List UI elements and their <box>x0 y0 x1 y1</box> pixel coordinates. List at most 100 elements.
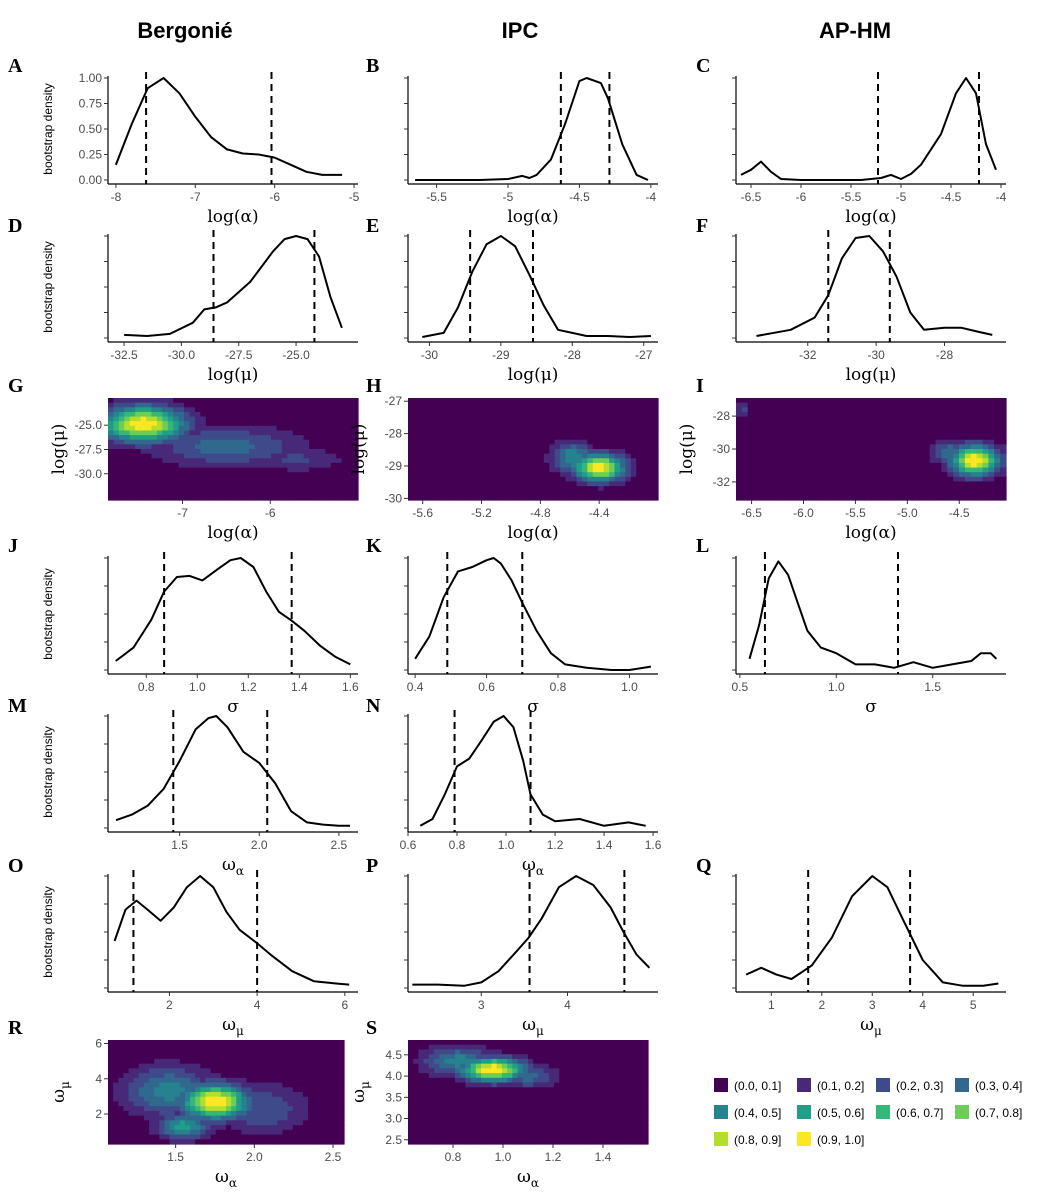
density-cell <box>449 1068 456 1074</box>
density-cell <box>138 1101 145 1107</box>
density-cell <box>543 476 550 483</box>
density-cell <box>865 486 872 492</box>
density-cell <box>272 1044 278 1051</box>
density-cell <box>118 402 125 408</box>
density-cell <box>200 407 207 413</box>
density-cell <box>236 1040 242 1046</box>
density-cell <box>323 1049 330 1055</box>
density-cell <box>652 430 659 436</box>
density-cell <box>194 435 201 441</box>
density-cell <box>812 402 819 408</box>
density-cell <box>220 1092 227 1098</box>
density-cell <box>318 1110 325 1117</box>
density-cell <box>759 439 766 445</box>
density-cell <box>246 1092 253 1098</box>
density-cell <box>876 495 884 501</box>
density-cell <box>151 430 158 436</box>
density-cell <box>135 430 142 436</box>
density-cell <box>108 1120 114 1126</box>
density-cell <box>947 481 954 487</box>
density-cell <box>806 462 813 469</box>
density-cell <box>292 1058 299 1065</box>
density-cell <box>741 398 749 404</box>
density-cell <box>164 1082 171 1088</box>
density-cell <box>113 472 120 478</box>
density-cell <box>226 1120 232 1126</box>
density-cell <box>318 1120 325 1126</box>
density-cell <box>200 398 207 404</box>
density-cell <box>434 1040 440 1046</box>
density-cell <box>236 1049 242 1055</box>
density-cell <box>592 449 599 455</box>
density-cell <box>222 439 229 445</box>
density-cell <box>527 425 534 432</box>
density-cell <box>319 449 326 455</box>
density-cell <box>841 421 849 427</box>
density-cell <box>609 439 616 445</box>
density-curve-O <box>113 875 350 986</box>
density-cell <box>647 439 654 445</box>
density-cell <box>609 486 616 492</box>
density-cell <box>446 458 453 464</box>
x-tick-label: 1.0 <box>498 838 515 852</box>
density-cell <box>154 1073 160 1079</box>
density-cell <box>302 1063 309 1069</box>
density-cell <box>765 472 772 478</box>
density-cell <box>308 1068 314 1074</box>
density-cell <box>444 1125 451 1131</box>
density-cell <box>1000 462 1007 469</box>
density-cell <box>505 495 512 501</box>
density-cell <box>341 495 348 501</box>
density-cell <box>169 1139 176 1145</box>
density-cell <box>505 444 512 450</box>
density-cell <box>533 449 540 455</box>
density-cell <box>333 1115 340 1121</box>
density-cell <box>894 444 901 450</box>
density-cell <box>309 462 316 469</box>
density-cell <box>759 495 766 501</box>
density-cell <box>328 1139 335 1145</box>
density-cell <box>598 439 605 445</box>
density-cell <box>418 1101 425 1107</box>
density-cell <box>418 1096 425 1103</box>
density-cell <box>906 462 913 469</box>
density-cell <box>894 481 901 487</box>
density-cell <box>330 425 337 432</box>
density-cell <box>959 476 966 483</box>
density-cell <box>516 411 523 418</box>
density-cell <box>500 425 507 432</box>
density-cell <box>314 435 321 441</box>
density-cell <box>533 1101 540 1107</box>
density-cell <box>189 407 196 413</box>
x-axis-title-K: σ <box>527 697 539 717</box>
density-cell <box>619 425 626 432</box>
density-cell <box>418 1068 425 1074</box>
density-cell <box>507 1096 513 1103</box>
density-cell <box>865 481 872 487</box>
density-cell <box>267 1134 273 1140</box>
density-cell <box>630 495 637 501</box>
density-cell <box>467 462 474 469</box>
density-cell <box>888 476 896 483</box>
density-cell <box>806 495 813 501</box>
density-cell <box>935 458 943 464</box>
density-cell <box>241 1134 248 1140</box>
density-cell <box>189 495 196 501</box>
density-cell <box>812 444 819 450</box>
density-cell <box>328 1063 335 1069</box>
density-cell <box>554 444 561 450</box>
density-cell <box>303 495 310 501</box>
density-cell <box>189 486 196 492</box>
density-cell <box>988 462 995 469</box>
density-cell <box>200 421 207 427</box>
density-cell <box>135 421 142 427</box>
density-cell <box>309 486 316 492</box>
density-cell <box>947 467 954 473</box>
density-cell <box>318 1054 325 1060</box>
density-cell <box>871 425 878 432</box>
density-cell <box>806 476 813 483</box>
density-cell <box>853 449 860 455</box>
density-cell <box>592 430 599 436</box>
density-cell <box>894 411 901 418</box>
density-cell <box>741 444 749 450</box>
